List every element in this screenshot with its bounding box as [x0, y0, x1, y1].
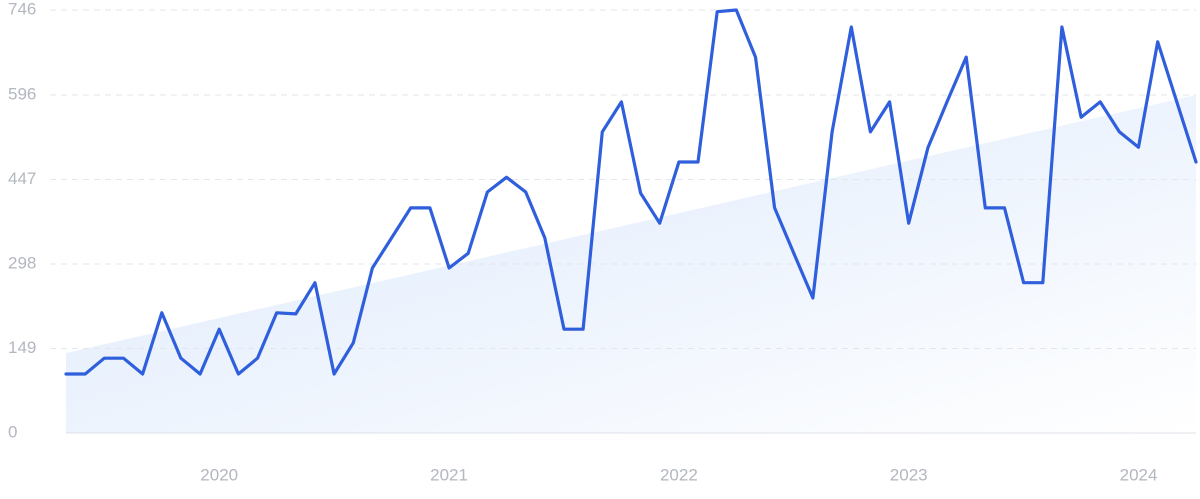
- x-tick-label: 2022: [660, 465, 698, 484]
- x-tick-label: 2024: [1120, 465, 1158, 484]
- y-tick-label: 596: [8, 85, 36, 104]
- data-line: [64, 8, 1198, 376]
- x-tick-label: 2021: [430, 465, 468, 484]
- y-tick-label: 0: [8, 422, 17, 441]
- x-tick-label: 2023: [890, 465, 928, 484]
- y-tick-label: 746: [8, 0, 36, 18]
- y-tick-label: 447: [8, 169, 36, 188]
- y-tick-label: 298: [8, 254, 36, 273]
- x-tick-label: 2020: [200, 465, 238, 484]
- y-tick-label: 149: [8, 338, 36, 357]
